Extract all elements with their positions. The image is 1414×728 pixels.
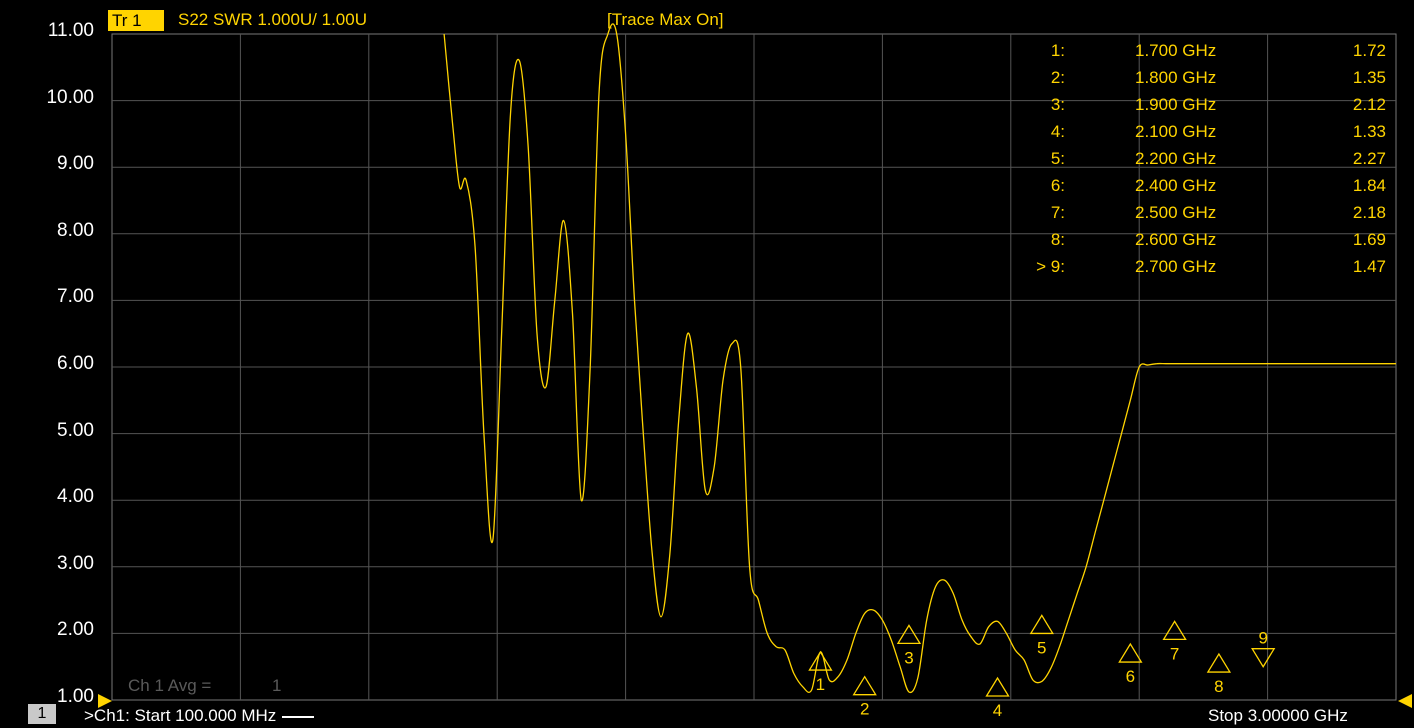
start-line-icon xyxy=(282,715,315,718)
y-tick-label: 2.00 xyxy=(57,619,94,641)
marker-number: 8: xyxy=(1050,230,1065,249)
marker-6-label: 6 xyxy=(1126,667,1135,686)
marker-8-label: 8 xyxy=(1214,677,1223,696)
marker-9-triangle[interactable] xyxy=(1251,648,1276,668)
y-tick-label: 9.00 xyxy=(57,153,94,175)
channel-number[interactable]: 1 xyxy=(28,704,56,724)
marker-value: 2.27 xyxy=(1352,149,1386,168)
grid xyxy=(112,34,1396,700)
marker-value: 1.84 xyxy=(1352,176,1386,195)
marker-number: 3: xyxy=(1050,95,1065,114)
marker-row[interactable]: 2: 1.800 GHz 1.35 xyxy=(1010,68,1390,95)
marker-value: 1.47 xyxy=(1352,257,1386,276)
y-tick-label: 1.00 xyxy=(57,686,94,707)
y-tick-label: 4.00 xyxy=(57,486,94,508)
marker-row[interactable]: 5: 2.200 GHz 2.27 xyxy=(1010,149,1390,176)
marker-frequency: 1.700 GHz xyxy=(1135,41,1217,60)
marker-7-label: 7 xyxy=(1170,644,1179,663)
start-frequency-text: >Ch1: Start 100.000 MHz xyxy=(84,706,277,725)
stop-frequency: Stop 3.00000 GHz xyxy=(1208,706,1348,725)
averaging-count: 1 xyxy=(272,676,282,695)
marker-value: 1.33 xyxy=(1352,122,1386,141)
marker-value: 2.18 xyxy=(1352,203,1386,222)
marker-row[interactable]: 8: 2.600 GHz 1.69 xyxy=(1010,230,1390,257)
marker-value: 1.35 xyxy=(1352,68,1386,87)
marker-frequency: 2.200 GHz xyxy=(1135,149,1217,168)
stop-indicator-icon xyxy=(1398,694,1412,708)
marker-3-triangle[interactable] xyxy=(896,624,922,645)
y-tick-label: 7.00 xyxy=(57,286,94,308)
marker-table: 1: 1.700 GHz 1.72 2: 1.800 GHz 1.35 3: 1.900 GH… xyxy=(1010,41,1390,284)
marker-number: > 9: xyxy=(1036,257,1065,276)
marker-2-triangle[interactable] xyxy=(852,675,877,696)
marker-row[interactable]: 6: 2.400 GHz 1.84 xyxy=(1010,176,1390,203)
marker-row[interactable]: 3: 1.900 GHz 2.12 xyxy=(1010,95,1390,122)
trace-badge[interactable]: Tr 1 xyxy=(108,10,164,31)
marker-number: 4: xyxy=(1050,122,1065,141)
y-tick-label: 8.00 xyxy=(57,219,94,241)
marker-value: 2.12 xyxy=(1352,95,1386,114)
marker-number: 6: xyxy=(1050,176,1065,195)
averaging-readout: Ch 1 Avg = 1 xyxy=(128,676,281,696)
marker-frequency: 2.100 GHz xyxy=(1135,122,1217,141)
marker-number: 1: xyxy=(1050,41,1065,60)
trace-line xyxy=(443,23,1396,694)
marker-frequency: 1.900 GHz xyxy=(1135,95,1217,114)
marker-1-label: 1 xyxy=(816,675,825,694)
marker-frequency: 2.500 GHz xyxy=(1135,203,1217,222)
marker-frequency: 1.800 GHz xyxy=(1135,68,1217,87)
marker-row[interactable]: 4: 2.100 GHz 1.33 xyxy=(1010,122,1390,149)
marker-5-triangle[interactable] xyxy=(1029,614,1054,635)
marker-row[interactable]: > 9: 2.700 GHz 1.47 xyxy=(1010,257,1390,284)
marker-value: 1.72 xyxy=(1352,41,1386,60)
marker-number: 5: xyxy=(1050,149,1065,168)
start-frequency: >Ch1: Start 100.000 MHz xyxy=(84,706,315,726)
marker-5-label: 5 xyxy=(1037,638,1046,657)
trace-status: [Trace Max On] xyxy=(607,10,724,29)
marker-row[interactable]: 1: 1.700 GHz 1.72 xyxy=(1010,41,1390,68)
averaging-label: Ch 1 Avg = xyxy=(128,676,212,695)
marker-4-triangle[interactable] xyxy=(985,676,1010,697)
y-tick-label: 5.00 xyxy=(57,419,94,441)
marker-frequency: 2.700 GHz xyxy=(1135,257,1217,276)
y-tick-label: 10.00 xyxy=(46,86,94,108)
marker-symbols: 1 2 3 4 5 6 7 8 9 xyxy=(808,614,1276,720)
marker-number: 7: xyxy=(1050,203,1065,222)
marker-3-label: 3 xyxy=(904,648,913,667)
y-tick-label: 11.00 xyxy=(47,20,94,41)
marker-frequency: 2.400 GHz xyxy=(1135,176,1217,195)
marker-4-label: 4 xyxy=(993,701,1002,720)
marker-number: 2: xyxy=(1050,68,1065,87)
marker-9-label: 9 xyxy=(1258,629,1267,648)
y-tick-label: 3.00 xyxy=(57,552,94,574)
marker-6-triangle[interactable] xyxy=(1118,642,1143,663)
marker-2-label: 2 xyxy=(860,700,869,719)
marker-7-triangle[interactable] xyxy=(1162,620,1187,641)
start-indicator-icon xyxy=(98,694,112,708)
y-tick-label: 6.00 xyxy=(57,353,94,374)
marker-1-triangle[interactable] xyxy=(808,650,833,671)
trace-info: S22 SWR 1.000U/ 1.00U xyxy=(178,10,367,29)
marker-8-triangle[interactable] xyxy=(1206,652,1232,673)
marker-frequency: 2.600 GHz xyxy=(1135,230,1217,249)
marker-row[interactable]: 7: 2.500 GHz 2.18 xyxy=(1010,203,1390,230)
marker-value: 1.69 xyxy=(1352,230,1386,249)
